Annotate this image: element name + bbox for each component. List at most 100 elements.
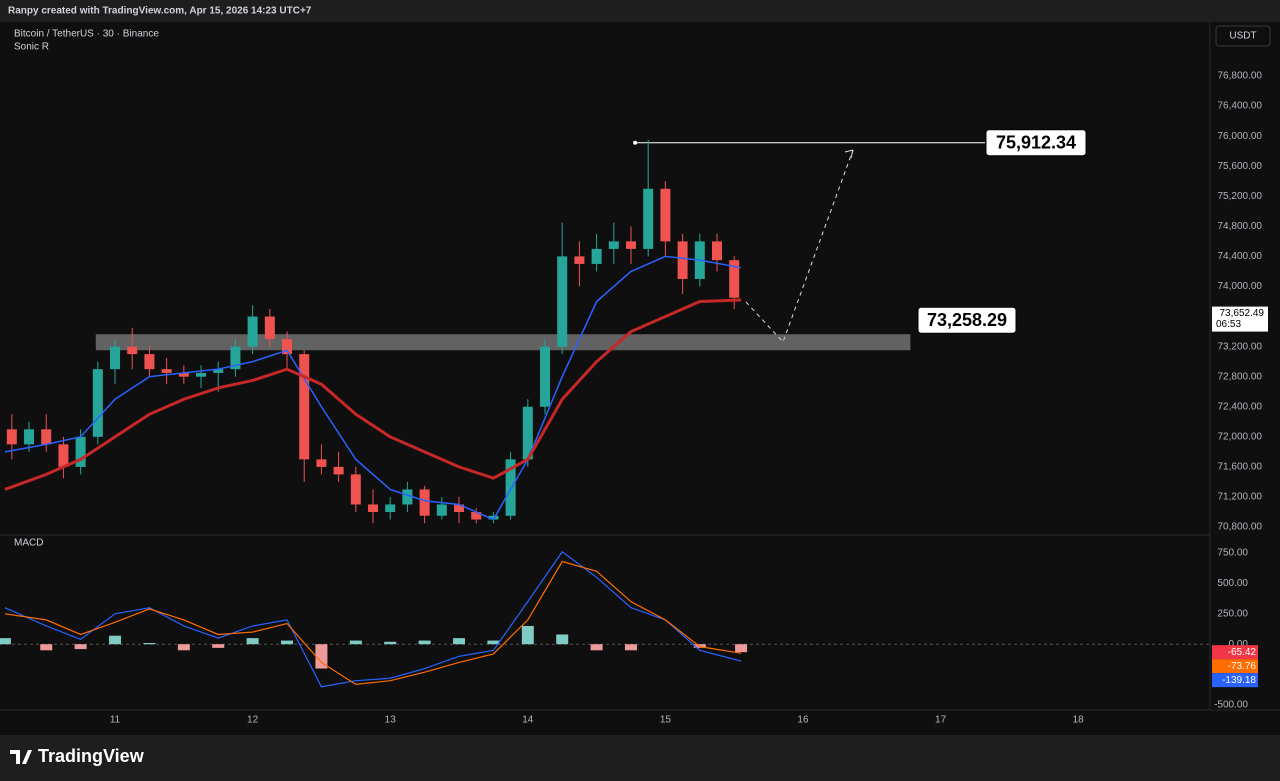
level-label-box xyxy=(917,306,1017,334)
y-tick-label: 70,800.00 xyxy=(1218,522,1263,533)
macd-histogram-bar xyxy=(556,634,569,645)
candle-body xyxy=(41,429,52,445)
candle-body xyxy=(626,241,637,249)
last-price-box xyxy=(1212,306,1268,332)
x-tick-label: 11 xyxy=(110,715,121,726)
candle-body xyxy=(488,515,499,520)
candle-body xyxy=(6,429,17,445)
candle-body xyxy=(58,444,69,467)
candle-body xyxy=(24,429,35,445)
y-tick-label: 71,200.00 xyxy=(1218,492,1263,503)
macd-title: MACD xyxy=(14,538,43,549)
candle-body xyxy=(608,241,619,249)
candle-body xyxy=(299,354,310,460)
macd-histogram-bar xyxy=(0,638,11,645)
macd-histogram-bar xyxy=(315,644,328,669)
y-tick-label: 71,600.00 xyxy=(1218,462,1263,473)
macd-line xyxy=(4,550,742,688)
candle-body xyxy=(454,504,465,512)
x-tick-label: 17 xyxy=(935,715,947,726)
macd-histogram-bar xyxy=(384,641,397,645)
x-tick-label: 15 xyxy=(660,715,672,726)
logo: TradingView xyxy=(10,746,145,766)
projection xyxy=(745,149,854,343)
macd-histogram-bar xyxy=(625,644,638,651)
macd-value: -139.18 xyxy=(1222,675,1256,686)
y-tick-label: 76,400.00 xyxy=(1218,101,1263,112)
macd-histogram-bar xyxy=(74,644,87,650)
y-tick-label: 74,000.00 xyxy=(1218,281,1263,292)
candle-body xyxy=(264,316,275,340)
candle-body xyxy=(75,436,86,467)
candle-body xyxy=(247,316,258,347)
macd-histogram-bar xyxy=(735,644,748,653)
candle-body xyxy=(540,346,551,407)
macd-histogram-bar xyxy=(487,640,500,645)
macd-histogram-bar xyxy=(349,640,362,645)
countdown: 06:53 xyxy=(1216,319,1241,330)
x-tick-label: 14 xyxy=(522,715,534,726)
macd-histogram-bar xyxy=(521,625,534,645)
macd-histogram-bar xyxy=(109,635,122,645)
macd-histogram-bar xyxy=(590,644,603,651)
level-label: 73,258.29 xyxy=(927,310,1007,330)
candle-body xyxy=(677,241,688,279)
candle-body xyxy=(557,256,568,347)
candle-body xyxy=(230,346,241,370)
macd-histogram-bar xyxy=(246,638,259,645)
candle-body xyxy=(161,369,172,373)
candle-body xyxy=(402,489,413,505)
y-tick-label: 73,200.00 xyxy=(1218,341,1263,352)
candle-body xyxy=(660,188,671,242)
moving-average xyxy=(4,255,742,521)
candle-body xyxy=(574,256,585,264)
macd-histogram-bar xyxy=(418,640,431,645)
macd-value-box xyxy=(1212,645,1258,660)
y-tick-label: 76,800.00 xyxy=(1218,71,1263,82)
currency[interactable]: USDT xyxy=(1229,31,1256,42)
y-tick-label: 75,600.00 xyxy=(1218,161,1263,172)
projection-arrow xyxy=(844,149,854,159)
macd-value-box xyxy=(1212,673,1258,688)
x-tick-label: 16 xyxy=(797,715,809,726)
candle-body xyxy=(385,504,396,512)
y-tick-label: 72,800.00 xyxy=(1218,371,1263,382)
candle-body xyxy=(522,406,533,460)
logo-text: TradingView xyxy=(38,746,145,766)
candle-body xyxy=(591,248,602,264)
macd-tick-label: 500.00 xyxy=(1217,578,1248,589)
level-label-box xyxy=(985,129,1087,157)
last-price: 73,652.49 xyxy=(1220,308,1265,319)
y-tick-label: 74,800.00 xyxy=(1218,221,1263,232)
x-tick-label: 12 xyxy=(247,715,259,726)
candle-body xyxy=(92,369,103,437)
candle-body xyxy=(505,459,516,516)
candle-body xyxy=(196,372,207,377)
macd-value: -65.42 xyxy=(1228,647,1257,658)
macd-value-box xyxy=(1212,659,1258,674)
macd-tick-label: 250.00 xyxy=(1217,608,1248,619)
candle-body xyxy=(350,474,361,505)
y-tick-label: 75,200.00 xyxy=(1218,191,1263,202)
currency-button[interactable] xyxy=(1215,25,1271,47)
macd-histogram-bar xyxy=(453,638,466,645)
candle-body xyxy=(110,346,121,370)
y-tick-label: 72,000.00 xyxy=(1218,431,1263,442)
y-tick-label: 72,400.00 xyxy=(1218,401,1263,412)
y-tick-label: 76,000.00 xyxy=(1218,131,1263,142)
macd-histogram-bar xyxy=(212,644,225,648)
candle-body xyxy=(178,372,189,377)
candle-body xyxy=(471,511,482,520)
macd-histogram-bar xyxy=(143,642,156,645)
moving-average xyxy=(4,298,742,491)
symbol: Bitcoin / TetherUS · 30 · Binance xyxy=(14,29,159,40)
macd-tick-label: 750.00 xyxy=(1217,548,1248,559)
macd-histogram-bar xyxy=(177,644,190,651)
chart-area xyxy=(0,22,1280,735)
signal-line xyxy=(4,560,742,685)
candle-body xyxy=(213,369,224,373)
candle-body xyxy=(368,504,379,512)
macd-tick-label: 0.00 xyxy=(1229,639,1249,650)
candle-body xyxy=(333,466,344,475)
candle-body xyxy=(316,459,327,467)
